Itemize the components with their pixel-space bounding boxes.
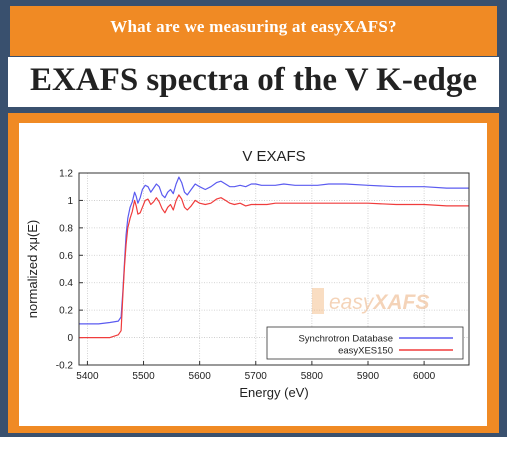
bottom-strip <box>0 437 507 454</box>
x-tick-label: 5800 <box>301 371 324 382</box>
y-tick-label: 0 <box>67 333 73 344</box>
x-tick-label: 5700 <box>245 371 268 382</box>
chart-box: V EXAFS 5400 5500 5600 5700 5800 5900 6000 -0.2 0… <box>19 123 487 426</box>
x-tick-label: 6000 <box>413 371 436 382</box>
legend-box <box>266 326 464 360</box>
x-axis-label: Energy (eV) <box>239 385 308 400</box>
watermark-logo-mark <box>312 288 324 314</box>
y-tick-label: -0.2 <box>56 361 74 372</box>
y-axis-label: normalized xμ(E) <box>25 220 40 319</box>
exafs-chart: V EXAFS 5400 5500 5600 5700 5800 5900 6000 -0.2 0… <box>25 148 470 400</box>
y-tick-label: 1 <box>67 196 73 207</box>
easyxafs-watermark: easyXAFS <box>312 288 429 314</box>
legend-label: Synchrotron Database <box>298 334 393 345</box>
series-line-synchrotron-database <box>79 176 469 325</box>
top-banner: What are we measuring at easyXAFS? <box>10 6 497 56</box>
legend-label: easyXES150 <box>338 346 393 357</box>
y-tick-label: 0.2 <box>59 306 73 317</box>
x-tick-label: 5900 <box>357 371 380 382</box>
page-title: EXAFS spectra of the V K-edge <box>30 62 477 98</box>
y-tick-label: 0.4 <box>59 278 73 289</box>
y-tick-label: 0.6 <box>59 251 73 262</box>
banner-text: What are we measuring at easyXAFS? <box>110 17 397 36</box>
x-tick-label: 5500 <box>132 371 155 382</box>
watermark-text: easyXAFS <box>329 291 429 314</box>
y-tick-label: 0.8 <box>59 223 73 234</box>
chart-title: V EXAFS <box>242 148 305 165</box>
y-tick-label: 1.2 <box>59 169 73 180</box>
series-line-easyxes150 <box>79 194 469 339</box>
title-band: EXAFS spectra of the V K-edge <box>8 57 499 107</box>
x-tick-label: 5400 <box>76 371 99 382</box>
x-tick-label: 5600 <box>189 371 212 382</box>
plot-frame <box>78 172 470 366</box>
